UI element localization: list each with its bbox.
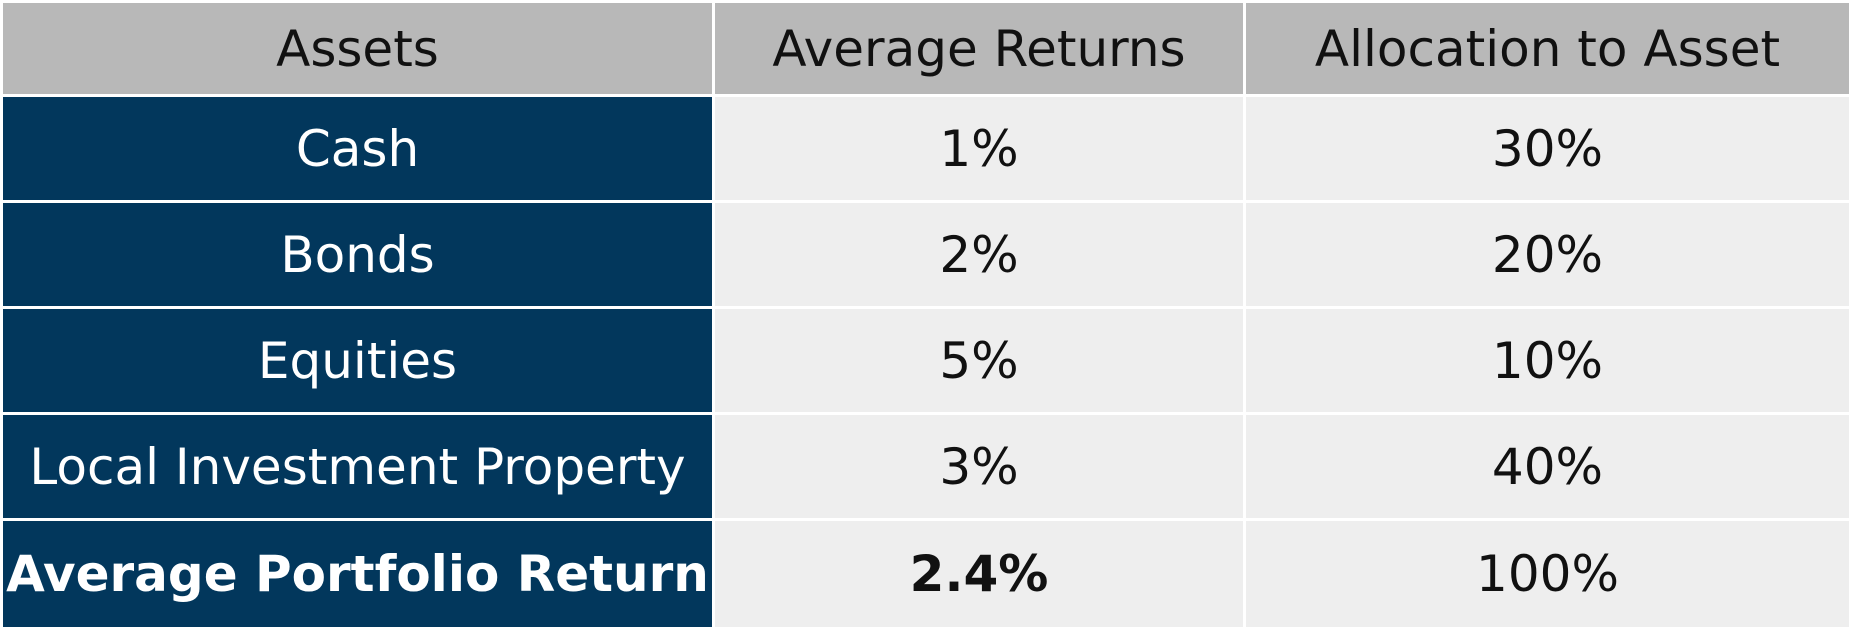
- asset-name-cell: Bonds: [2, 202, 714, 308]
- asset-name-cell: Local Investment Property: [2, 414, 714, 520]
- average-return-cell: 2%: [714, 202, 1245, 308]
- table-row: Equities 5% 10%: [2, 308, 1849, 414]
- average-return-cell: 3%: [714, 414, 1245, 520]
- asset-name-cell: Equities: [2, 308, 714, 414]
- asset-name-cell: Cash: [2, 96, 714, 202]
- table-row: Cash 1% 30%: [2, 96, 1849, 202]
- table-row: Local Investment Property 3% 40%: [2, 414, 1849, 520]
- portfolio-total-label: Average Portfolio Return: [2, 520, 714, 629]
- portfolio-total-row: Average Portfolio Return 2.4% 100%: [2, 520, 1849, 629]
- table-row: Bonds 2% 20%: [2, 202, 1849, 308]
- allocation-cell: 30%: [1245, 96, 1849, 202]
- header-average-returns: Average Returns: [714, 2, 1245, 96]
- allocation-cell: 40%: [1245, 414, 1849, 520]
- header-allocation: Allocation to Asset: [1245, 2, 1849, 96]
- table-header-row: Assets Average Returns Allocation to Ass…: [2, 2, 1849, 96]
- portfolio-total-allocation: 100%: [1245, 520, 1849, 629]
- allocation-cell: 20%: [1245, 202, 1849, 308]
- average-return-cell: 5%: [714, 308, 1245, 414]
- allocation-cell: 10%: [1245, 308, 1849, 414]
- average-return-cell: 1%: [714, 96, 1245, 202]
- portfolio-total-return: 2.4%: [714, 520, 1245, 629]
- header-assets: Assets: [2, 2, 714, 96]
